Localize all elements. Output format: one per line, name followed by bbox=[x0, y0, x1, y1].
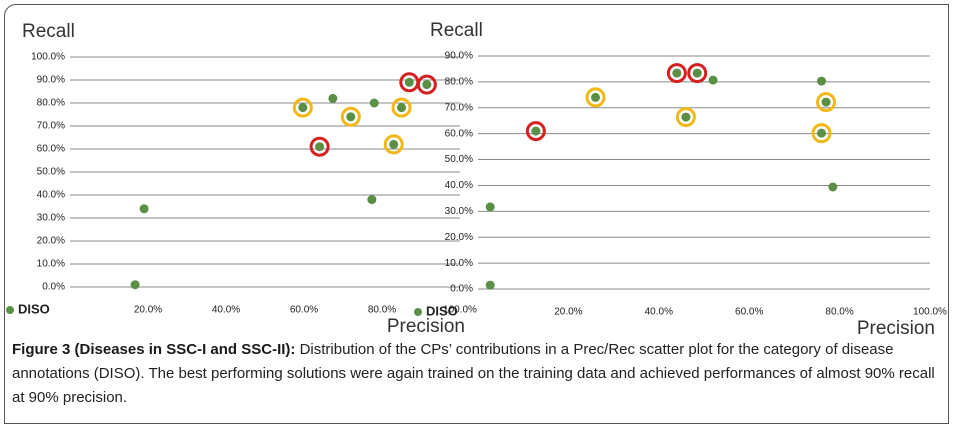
point bbox=[692, 68, 702, 78]
point bbox=[591, 92, 601, 102]
point bbox=[397, 103, 406, 113]
point bbox=[817, 128, 827, 138]
x-tick-label: 100.0% bbox=[913, 307, 947, 318]
y-tick-label: 10.0% bbox=[37, 259, 65, 270]
legend-marker bbox=[6, 306, 14, 314]
highlight-ring bbox=[816, 92, 837, 113]
highlight-ring bbox=[383, 134, 404, 155]
point bbox=[367, 195, 377, 205]
y-tick-label: 70.0% bbox=[37, 121, 65, 132]
highlight-ring bbox=[525, 121, 546, 142]
x-axis-title: Precision bbox=[387, 316, 465, 335]
point bbox=[422, 80, 432, 90]
y-tick-label: 70.0% bbox=[445, 102, 473, 113]
x-tick-label: 100.0% bbox=[443, 305, 477, 316]
y-tick-label: 90.0% bbox=[445, 51, 473, 62]
highlight-ring bbox=[292, 97, 313, 118]
highlight-ring bbox=[666, 63, 687, 84]
point bbox=[328, 93, 338, 103]
point bbox=[485, 280, 495, 290]
point bbox=[681, 112, 691, 122]
point bbox=[139, 204, 149, 214]
y-tick-label: 20.0% bbox=[37, 236, 65, 247]
point bbox=[672, 68, 682, 78]
highlight-ring bbox=[675, 107, 696, 128]
highlight-ring bbox=[340, 106, 361, 127]
y-tick-label: 40.0% bbox=[37, 190, 65, 201]
x-axis-title: Precision bbox=[857, 318, 935, 335]
charts: 0.0% 10.0% 20.0% 30.0% 40.0% 50.0% 60.0% 70.0% 8… bbox=[6, 20, 947, 335]
figure-frame bbox=[4, 4, 949, 424]
point bbox=[817, 76, 827, 86]
highlight-ring bbox=[687, 63, 708, 84]
x-tick-label: 20.0% bbox=[554, 307, 582, 318]
y-tick-label: 50.0% bbox=[37, 167, 65, 178]
y-tick-label: 0.0% bbox=[42, 282, 65, 293]
y-axis-title: Recall bbox=[22, 21, 75, 42]
point bbox=[315, 142, 325, 152]
highlight-ring bbox=[585, 87, 606, 108]
x-tick-label: 40.0% bbox=[645, 307, 673, 318]
point bbox=[298, 103, 308, 113]
point bbox=[531, 126, 541, 136]
x-tick-label: 80.0% bbox=[825, 307, 853, 318]
legend-marker bbox=[414, 308, 422, 316]
caption-label: Figure 3 (Diseases in SSC-I and SSC-II): bbox=[12, 341, 296, 358]
caption: Figure 3 (Diseases in SSC-I and SSC-II):… bbox=[12, 338, 940, 410]
point bbox=[821, 97, 831, 107]
highlight-ring bbox=[811, 123, 832, 144]
x-tick-label: 20.0% bbox=[134, 305, 162, 316]
point bbox=[404, 77, 414, 87]
y-tick-label: 60.0% bbox=[37, 144, 65, 155]
point bbox=[346, 112, 356, 122]
y-tick-label: 50.0% bbox=[445, 154, 473, 165]
y-tick-label: 80.0% bbox=[445, 77, 473, 88]
x-tick-label: 40.0% bbox=[212, 305, 240, 316]
y-tick-label: 40.0% bbox=[445, 180, 473, 191]
x-tick-label: 80.0% bbox=[368, 305, 396, 316]
point bbox=[369, 98, 379, 108]
point bbox=[828, 182, 838, 192]
legend-label: DISO bbox=[18, 301, 50, 316]
y-tick-label: 0.0% bbox=[450, 284, 473, 295]
highlight-ring bbox=[391, 97, 412, 118]
y-axis-title: Recall bbox=[430, 20, 483, 41]
point bbox=[389, 139, 399, 149]
x-tick-label: 60.0% bbox=[290, 305, 318, 316]
caption-text: Distribution of the CPs’ contributions i… bbox=[12, 341, 935, 406]
y-tick-label: 80.0% bbox=[37, 98, 65, 109]
y-tick-label: 100.0% bbox=[31, 52, 65, 63]
y-tick-label: 10.0% bbox=[445, 258, 473, 269]
y-tick-label: 30.0% bbox=[445, 206, 473, 217]
point bbox=[708, 75, 718, 85]
y-tick-label: 90.0% bbox=[37, 75, 65, 86]
point bbox=[485, 202, 495, 212]
y-tick-label: 30.0% bbox=[37, 213, 65, 224]
highlight-ring bbox=[416, 74, 437, 95]
x-tick-label: 60.0% bbox=[735, 307, 763, 318]
y-tick-label: 60.0% bbox=[445, 128, 473, 139]
point bbox=[130, 280, 140, 290]
legend-label: DISO bbox=[426, 303, 458, 318]
y-tick-label: 20.0% bbox=[445, 232, 473, 243]
highlight-ring bbox=[309, 136, 330, 157]
